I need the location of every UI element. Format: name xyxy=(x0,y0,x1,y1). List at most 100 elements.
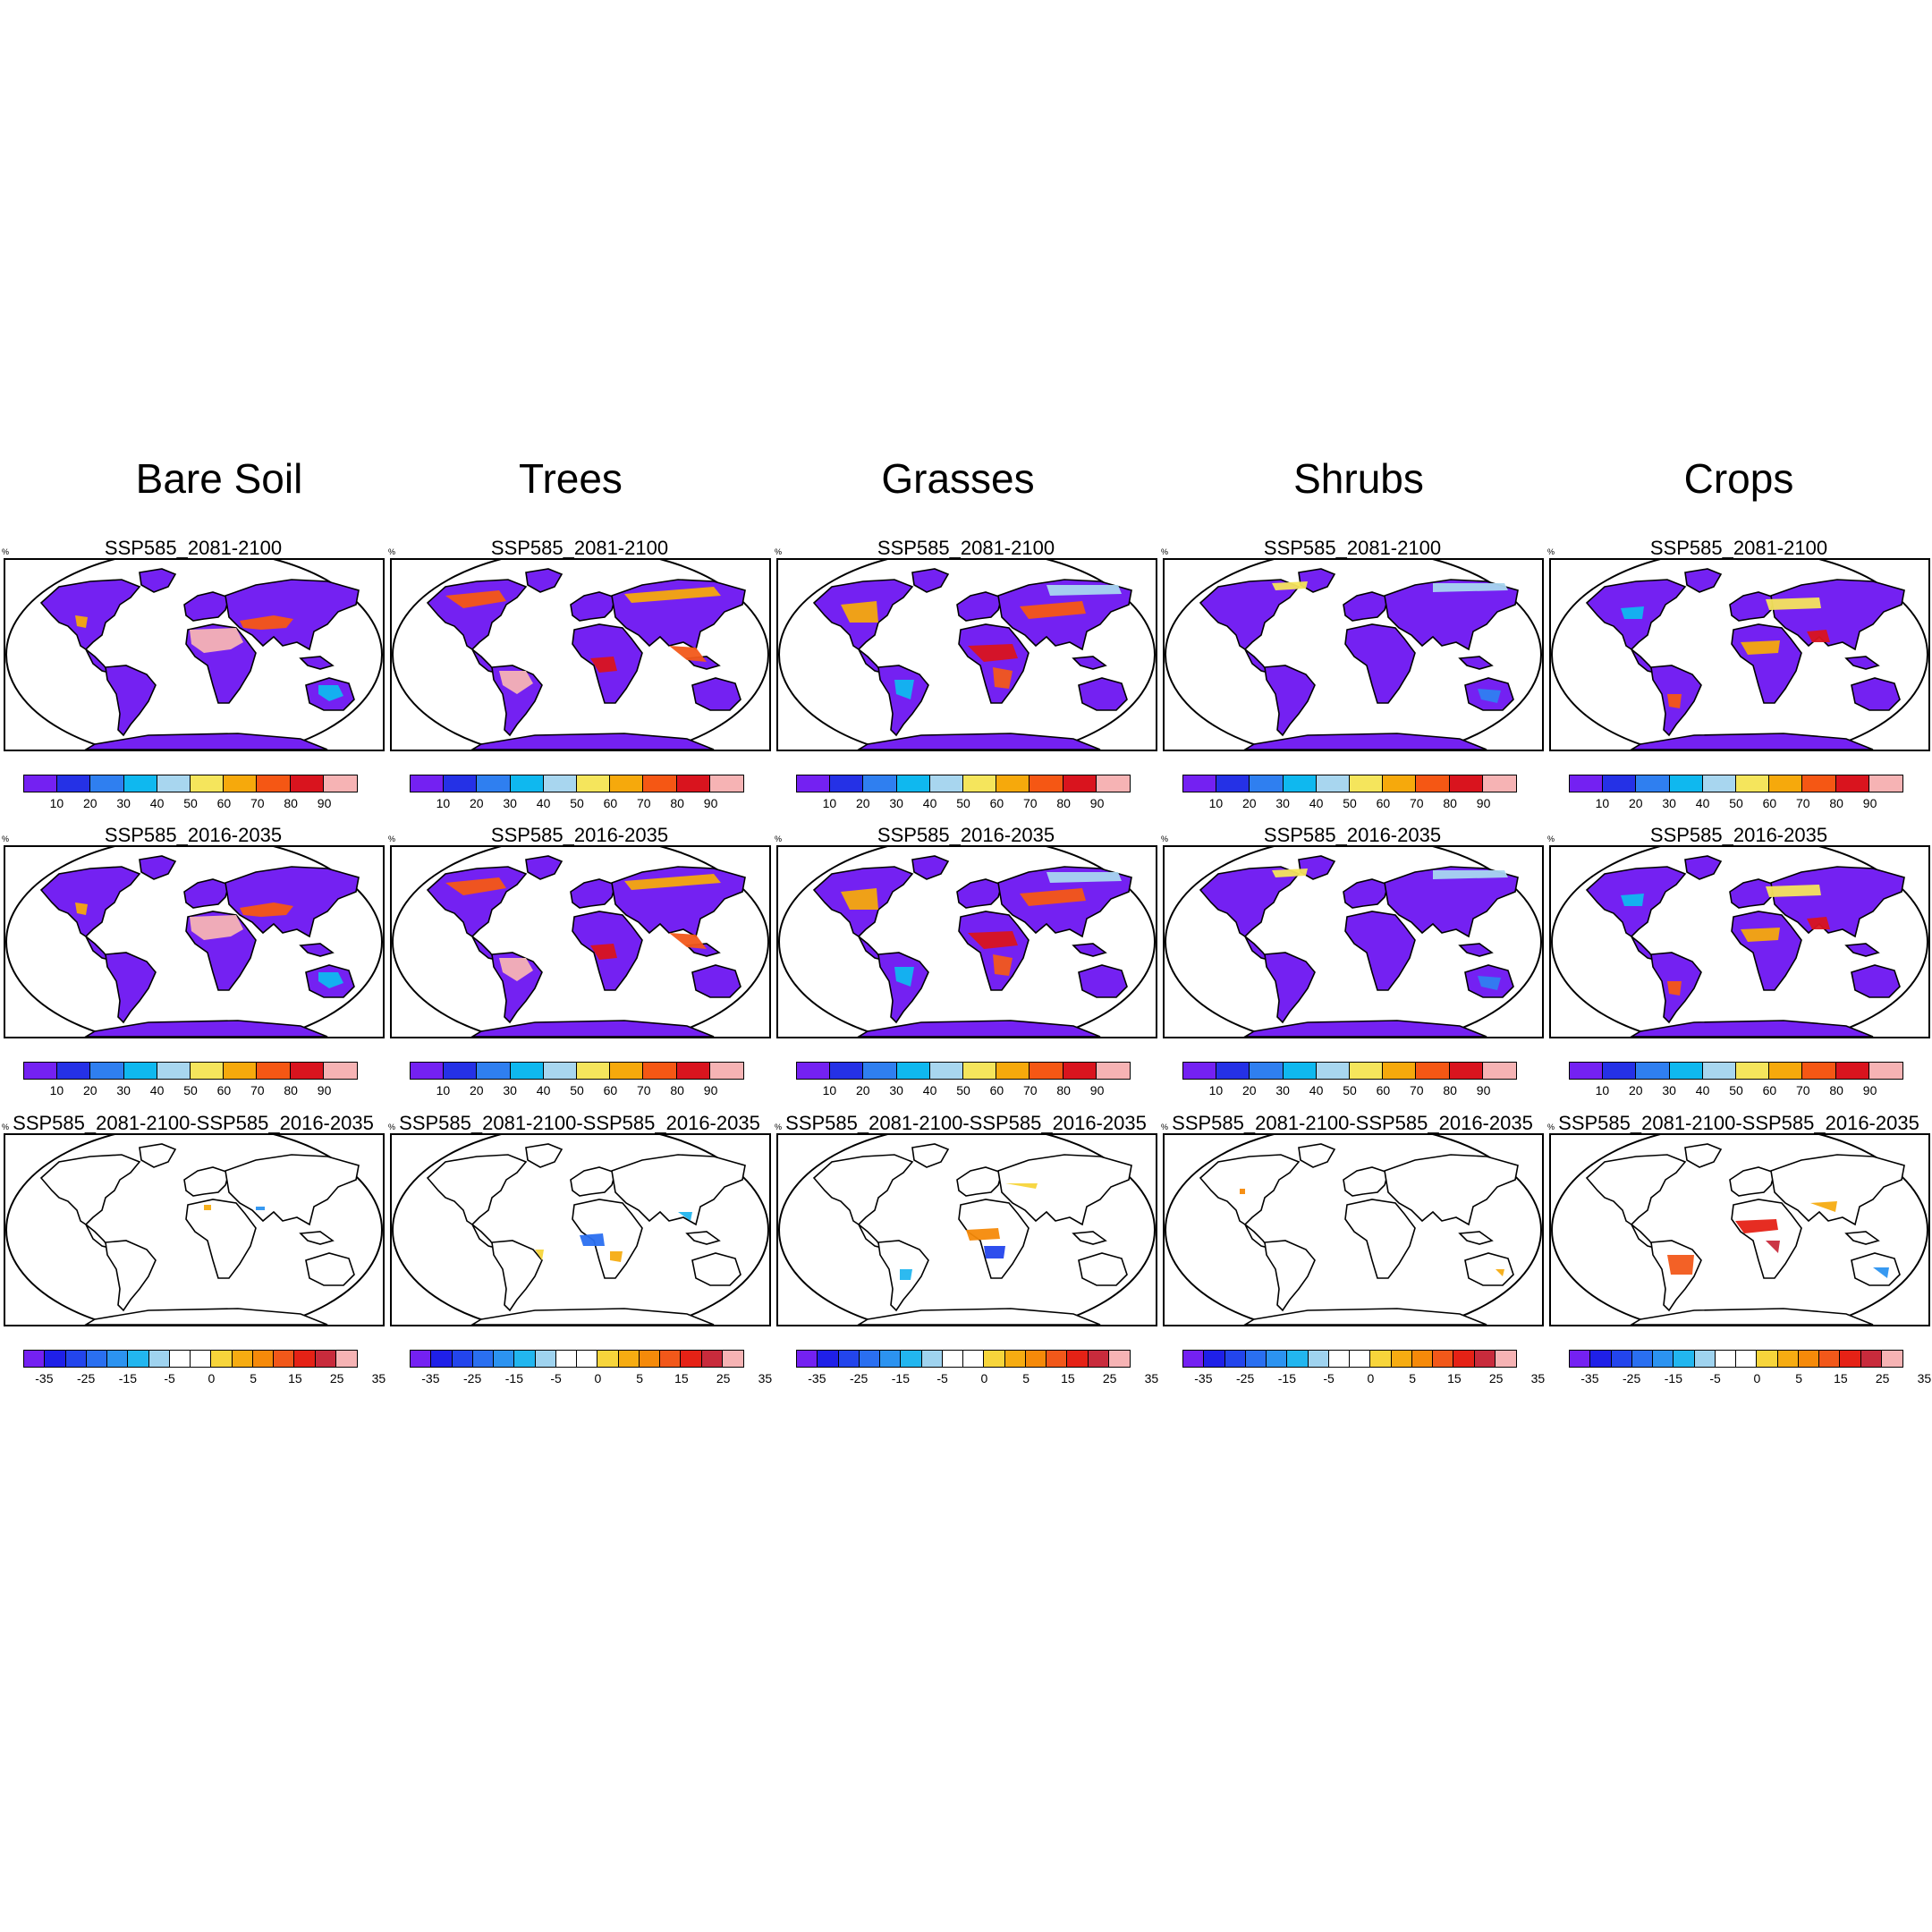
map-frame xyxy=(390,558,771,751)
colorbar-swatch xyxy=(709,775,744,792)
continent-greenland xyxy=(911,568,950,593)
continent-antarctica xyxy=(1630,733,1874,750)
colorbar-swatch xyxy=(1350,1351,1371,1367)
continent-southAmerica xyxy=(105,1240,157,1312)
colorbar-swatch xyxy=(1250,775,1284,792)
continent-europe xyxy=(183,1166,230,1197)
colorbar-tick-label: 20 xyxy=(1242,796,1257,810)
colorbar-tick-label: 30 xyxy=(1662,796,1676,810)
continent-antarctica xyxy=(1243,1308,1487,1325)
continent-asia xyxy=(1384,1154,1519,1226)
colorbar-swatch xyxy=(323,775,358,792)
colorbar-swatch xyxy=(1283,775,1317,792)
colorbar-swatch xyxy=(929,1063,964,1079)
colorbar-swatch xyxy=(1570,1351,1591,1367)
colorbar-tick-label: 35 xyxy=(758,1371,773,1385)
colorbar-swatch xyxy=(335,1351,357,1367)
panel-title: SSP585_2081-2100 xyxy=(1263,537,1442,559)
colorbar-swatch xyxy=(1769,775,1803,792)
colorbar-swatch xyxy=(818,1351,839,1367)
colorbar-tick-label: 30 xyxy=(116,1083,131,1097)
map-frame xyxy=(4,845,385,1038)
colorbar-swatch xyxy=(901,1351,922,1367)
colorbar-swatch xyxy=(1715,1351,1736,1367)
world-map xyxy=(5,560,383,750)
continent-europe xyxy=(956,878,1003,909)
colorbar-swatch xyxy=(830,775,864,792)
colorbar-swatch xyxy=(1067,1351,1089,1367)
map-frame xyxy=(776,1133,1157,1326)
field-patch xyxy=(1741,928,1780,942)
colorbar-tick-label: 20 xyxy=(1242,1083,1257,1097)
colorbar xyxy=(410,1062,744,1080)
continent-australia xyxy=(691,1252,741,1286)
colorbar-swatch xyxy=(660,1351,682,1367)
colorbar-swatch xyxy=(863,775,897,792)
colorbar-tick-label: -5 xyxy=(1709,1371,1721,1385)
field-patch xyxy=(1766,1241,1780,1253)
colorbar-swatch xyxy=(996,775,1030,792)
colorbar xyxy=(23,1062,358,1080)
colorbar-tick-label: 90 xyxy=(1089,796,1105,810)
field-patch xyxy=(966,1228,1000,1241)
colorbar-swatch xyxy=(722,1351,743,1367)
continent-australia xyxy=(1851,964,1901,998)
colorbar-swatch xyxy=(1096,775,1131,792)
colorbar-swatch xyxy=(830,1063,864,1079)
continent-europe xyxy=(1729,878,1775,909)
colorbar-swatch xyxy=(880,1351,902,1367)
colorbar-tick-label: 60 xyxy=(216,1083,232,1097)
colorbar-swatch xyxy=(1736,775,1770,792)
colorbar-tick-label: -15 xyxy=(891,1371,910,1385)
colorbar-tick-label: -15 xyxy=(1277,1371,1296,1385)
continent-australia xyxy=(1464,1252,1514,1286)
colorbar-ticks: -35 -25 -15 -5 0 5 15 25 35 xyxy=(796,1371,1158,1387)
colorbar-tick-label: 20 xyxy=(856,1083,870,1097)
colorbar-swatch xyxy=(1216,1063,1250,1079)
colorbar-swatch xyxy=(1757,1351,1778,1367)
colorbar-tick-label: 40 xyxy=(1695,1083,1710,1097)
colorbar-swatch xyxy=(643,1063,677,1079)
colorbar-swatch xyxy=(57,775,91,792)
colorbar xyxy=(23,775,358,792)
colorbar-swatch xyxy=(618,1351,640,1367)
colorbar-ticks: 10 20 30 40 50 60 70 80 90 xyxy=(410,1083,744,1099)
field-patch xyxy=(1496,1269,1504,1276)
continent-antarctica xyxy=(857,1020,1101,1037)
colorbar-tick-label: 20 xyxy=(1629,796,1643,810)
colorbar-swatch xyxy=(452,1351,473,1367)
colorbar-swatch xyxy=(290,775,324,792)
unit-label: % xyxy=(775,835,783,843)
continent-australia xyxy=(691,677,741,711)
field-patch xyxy=(1766,597,1821,610)
colorbar-tick-label: 25 xyxy=(716,1371,731,1385)
colorbar-swatch xyxy=(24,1063,58,1079)
colorbar-swatch xyxy=(514,1351,536,1367)
colorbar-tick-label: 90 xyxy=(1862,1083,1877,1097)
field-patch xyxy=(1046,872,1122,883)
field-patch xyxy=(1046,585,1122,596)
continent-southAmerica xyxy=(877,665,929,737)
colorbar-tick-label: 70 xyxy=(1023,1083,1038,1097)
colorbar-tick-label: 10 xyxy=(436,1083,451,1097)
continent-seAsia xyxy=(1458,1231,1494,1245)
colorbar-tick-label: -25 xyxy=(463,1371,482,1385)
colorbar-tick-label: 70 xyxy=(1796,1083,1810,1097)
colorbar-swatch xyxy=(1204,1351,1225,1367)
colorbar-swatch xyxy=(1411,1351,1433,1367)
field-patch xyxy=(1873,1267,1889,1278)
continent-southAmerica xyxy=(877,952,929,1024)
colorbar-swatch xyxy=(797,1063,831,1079)
colorbar-swatch xyxy=(290,1063,324,1079)
colorbar-tick-label: 50 xyxy=(1343,1083,1357,1097)
colorbar-tick-label: 50 xyxy=(956,1083,970,1097)
colorbar-tick-label: 50 xyxy=(183,1083,198,1097)
colorbar-swatch xyxy=(45,1351,66,1367)
continent-europe xyxy=(1729,1166,1775,1197)
colorbar-tick-label: 30 xyxy=(889,796,903,810)
colorbar-swatch xyxy=(1063,1063,1097,1079)
field-patch xyxy=(318,972,343,988)
continent-europe xyxy=(570,1166,616,1197)
colorbar-swatch xyxy=(896,1063,930,1079)
continent-greenland xyxy=(525,855,564,880)
